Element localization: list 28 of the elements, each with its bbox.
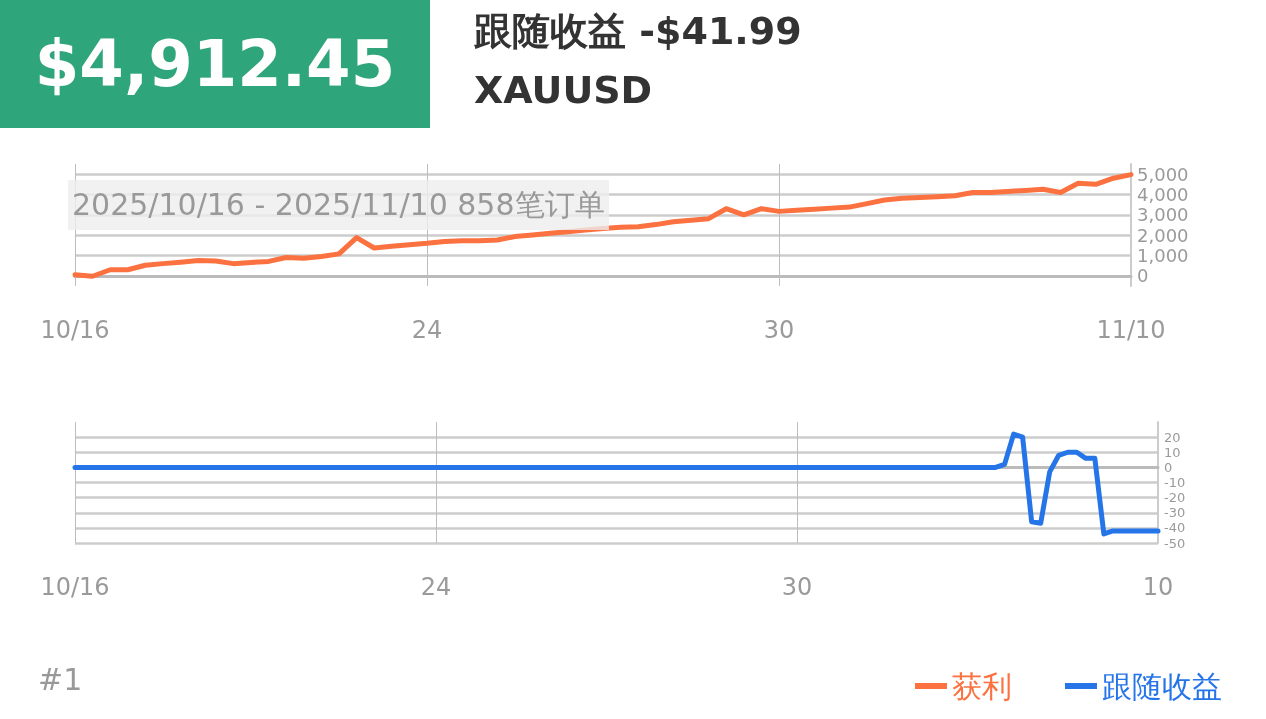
y-tick-label: 1,000	[1137, 245, 1189, 266]
x-tick-label: 10/16	[40, 316, 110, 344]
y-tick-label: 20	[1164, 429, 1181, 445]
y-tick-label: 0	[1137, 265, 1149, 287]
x-tick-label: 11/10	[1096, 316, 1166, 344]
legend-label: 跟随收益	[1102, 668, 1222, 704]
y-tick-label: 5,000	[1137, 163, 1189, 185]
x-tick-label: 24	[420, 573, 452, 601]
chart-subtitle: XAUUSD	[474, 68, 653, 112]
y-tick-label: 3,000	[1137, 204, 1189, 226]
y-tick-label: -20	[1164, 490, 1186, 506]
x-tick-label: 10/16	[40, 573, 110, 601]
x-tick-label: 30	[763, 316, 795, 344]
y-tick-label: 0	[1164, 459, 1173, 475]
y-tick-label: 4,000	[1137, 184, 1189, 205]
text: #1	[38, 662, 83, 697]
y-tick-label: 10	[1164, 444, 1181, 460]
annotation: 2025/10/16 - 2025/11/10 858笔订单	[68, 180, 609, 230]
y-tick-label: -40	[1164, 520, 1186, 536]
legend-label: 获利	[952, 668, 1012, 704]
x-tick-label: 24	[411, 316, 443, 344]
chart-title: 跟随收益 -$41.99	[474, 8, 802, 55]
y-tick-label: -30	[1164, 505, 1186, 521]
y-tick-label: -50	[1164, 535, 1186, 551]
y-tick-label: -10	[1164, 475, 1186, 490]
x-tick-label: 30	[781, 573, 813, 601]
text: $4,912.45	[0, 0, 430, 128]
y-tick-label: 2,000	[1137, 224, 1189, 246]
